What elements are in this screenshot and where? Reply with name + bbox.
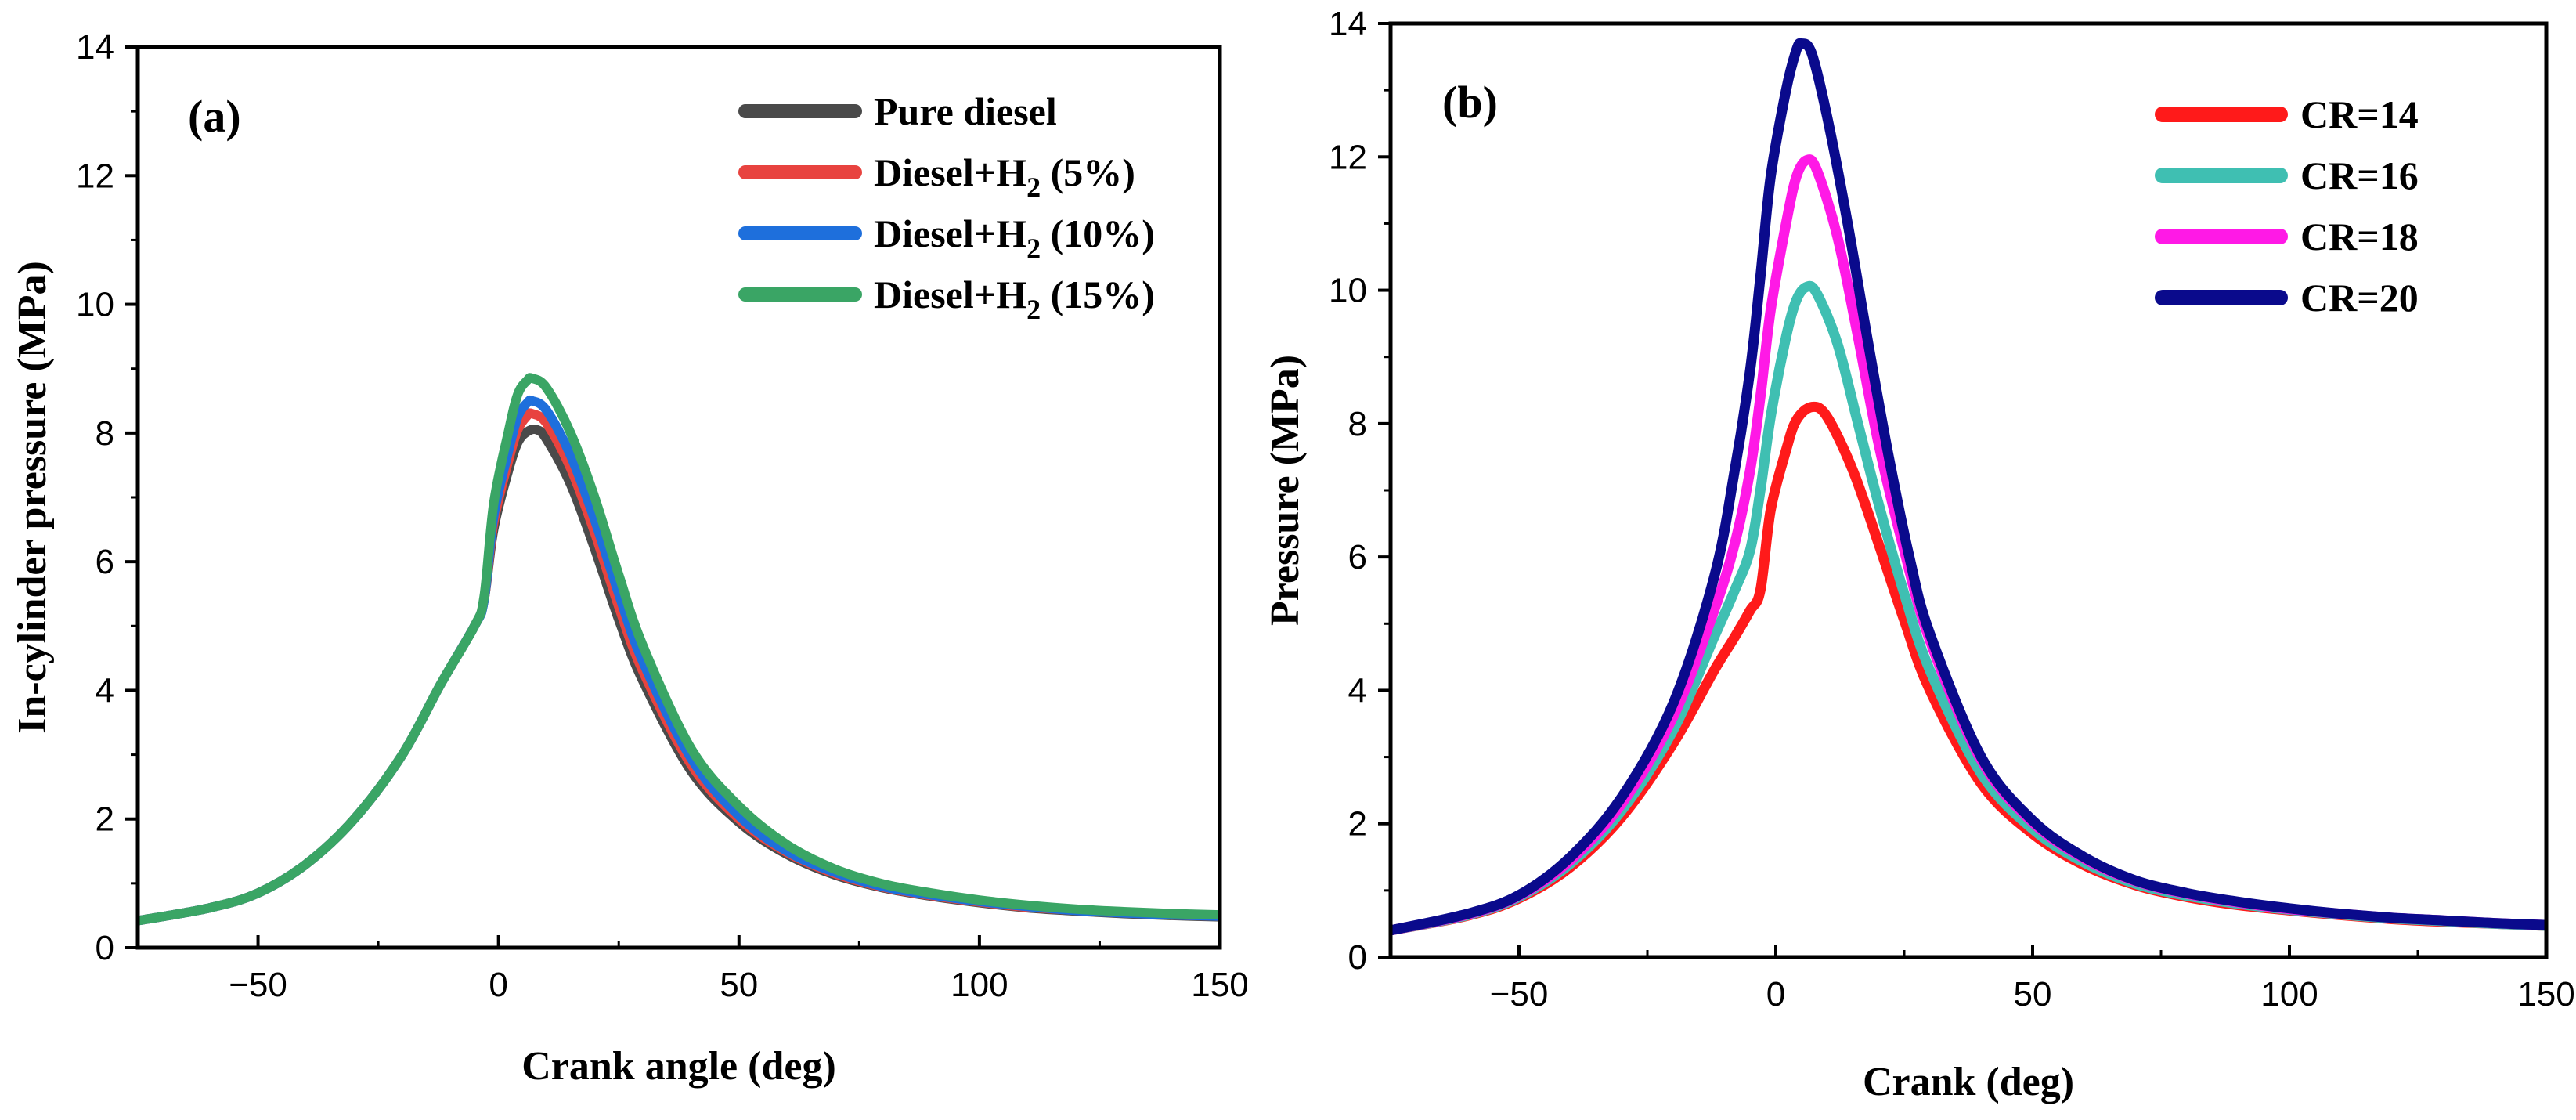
x-axis-label: Crank (deg) [1863, 1060, 2074, 1104]
legend-item: CR=18 [2155, 215, 2419, 258]
y-tick-label: 6 [96, 543, 114, 581]
x-tick-label: 100 [2260, 975, 2318, 1013]
y-tick-label: 14 [76, 28, 114, 67]
legend-label: CR=14 [2300, 92, 2419, 136]
legend-label: Diesel+H2 (15%) [874, 273, 1155, 325]
y-tick-label: 12 [1329, 138, 1367, 176]
series-lines [1391, 38, 2546, 936]
x-tick-label: 100 [951, 966, 1008, 1004]
x-tick-label: −50 [1490, 975, 1549, 1013]
y-tick-label: 4 [1348, 671, 1367, 710]
legend-item: Diesel+H2 (15%) [738, 273, 1155, 325]
legend-label: Diesel+H2 (10%) [874, 211, 1155, 264]
series-lines [138, 373, 1220, 926]
legend-item: Diesel+H2 (5%) [738, 150, 1135, 203]
y-axis-label: In-cylinder pressure (MPa) [10, 261, 55, 734]
y-tick-label: 4 [96, 671, 114, 710]
legend-item: CR=16 [2155, 154, 2419, 197]
series-line-cr-16 [1391, 280, 2546, 936]
panel-label: (a) [188, 91, 241, 142]
legend-label: Diesel+H2 (5%) [874, 150, 1135, 203]
x-axis-label: Crank angle (deg) [521, 1044, 836, 1089]
panel-a: −50 0 50 100 150 0 2 4 6 8 10 12 14 Crank angle (deg)… [10, 28, 1249, 1089]
y-tick-label: 2 [96, 800, 114, 839]
series-line-diesel-h2-15 [138, 373, 1220, 926]
series-line-diesel-h2-5 [138, 408, 1220, 926]
series-line-pure-diesel [138, 425, 1220, 926]
series-line-diesel-h2-10 [138, 395, 1220, 926]
legend-label: CR=18 [2300, 215, 2419, 258]
y-tick-label: 0 [96, 929, 114, 967]
y-tick-label: 2 [1348, 805, 1367, 844]
legend-label: CR=20 [2300, 276, 2419, 320]
y-tick-label: 8 [96, 414, 114, 453]
x-tick-label: 150 [2517, 975, 2574, 1013]
series-line-cr-20 [1391, 38, 2546, 936]
x-tick-label: 0 [1766, 975, 1785, 1013]
legend: CR=14 CR=16 CR=18 CR=20 [2155, 92, 2419, 320]
y-tick-label: 10 [1329, 272, 1367, 310]
panel-label: (b) [1442, 77, 1498, 128]
series-line-cr-14 [1391, 401, 2546, 936]
x-tick-label: 50 [2014, 975, 2052, 1013]
legend-label: Pure diesel [874, 89, 1057, 133]
y-tick-label: 14 [1329, 5, 1367, 43]
legend-item: Diesel+H2 (10%) [738, 211, 1155, 264]
legend-item: Pure diesel [738, 89, 1057, 133]
x-tick-label: 150 [1191, 966, 1248, 1004]
y-tick-label: 12 [76, 157, 114, 195]
legend: Pure diesel Diesel+H2 (5%) Diesel+H2 (10%)… [738, 89, 1155, 325]
y-tick-label: 8 [1348, 405, 1367, 443]
legend-item: CR=20 [2155, 276, 2419, 320]
legend-item: CR=14 [2155, 92, 2419, 136]
x-tick-label: −50 [229, 966, 287, 1004]
y-axis-label: Pressure (MPa) [1263, 355, 1308, 626]
panel-b: −50 0 50 100 150 0 2 4 6 8 10 12 14 Crank (deg) Pressu… [1263, 5, 2575, 1104]
y-tick-label: 10 [76, 286, 114, 324]
y-tick-label: 6 [1348, 538, 1367, 576]
y-tick-label: 0 [1348, 938, 1367, 977]
x-tick-label: 50 [720, 966, 758, 1004]
x-tick-label: 0 [489, 966, 507, 1004]
legend-label: CR=16 [2300, 154, 2419, 197]
